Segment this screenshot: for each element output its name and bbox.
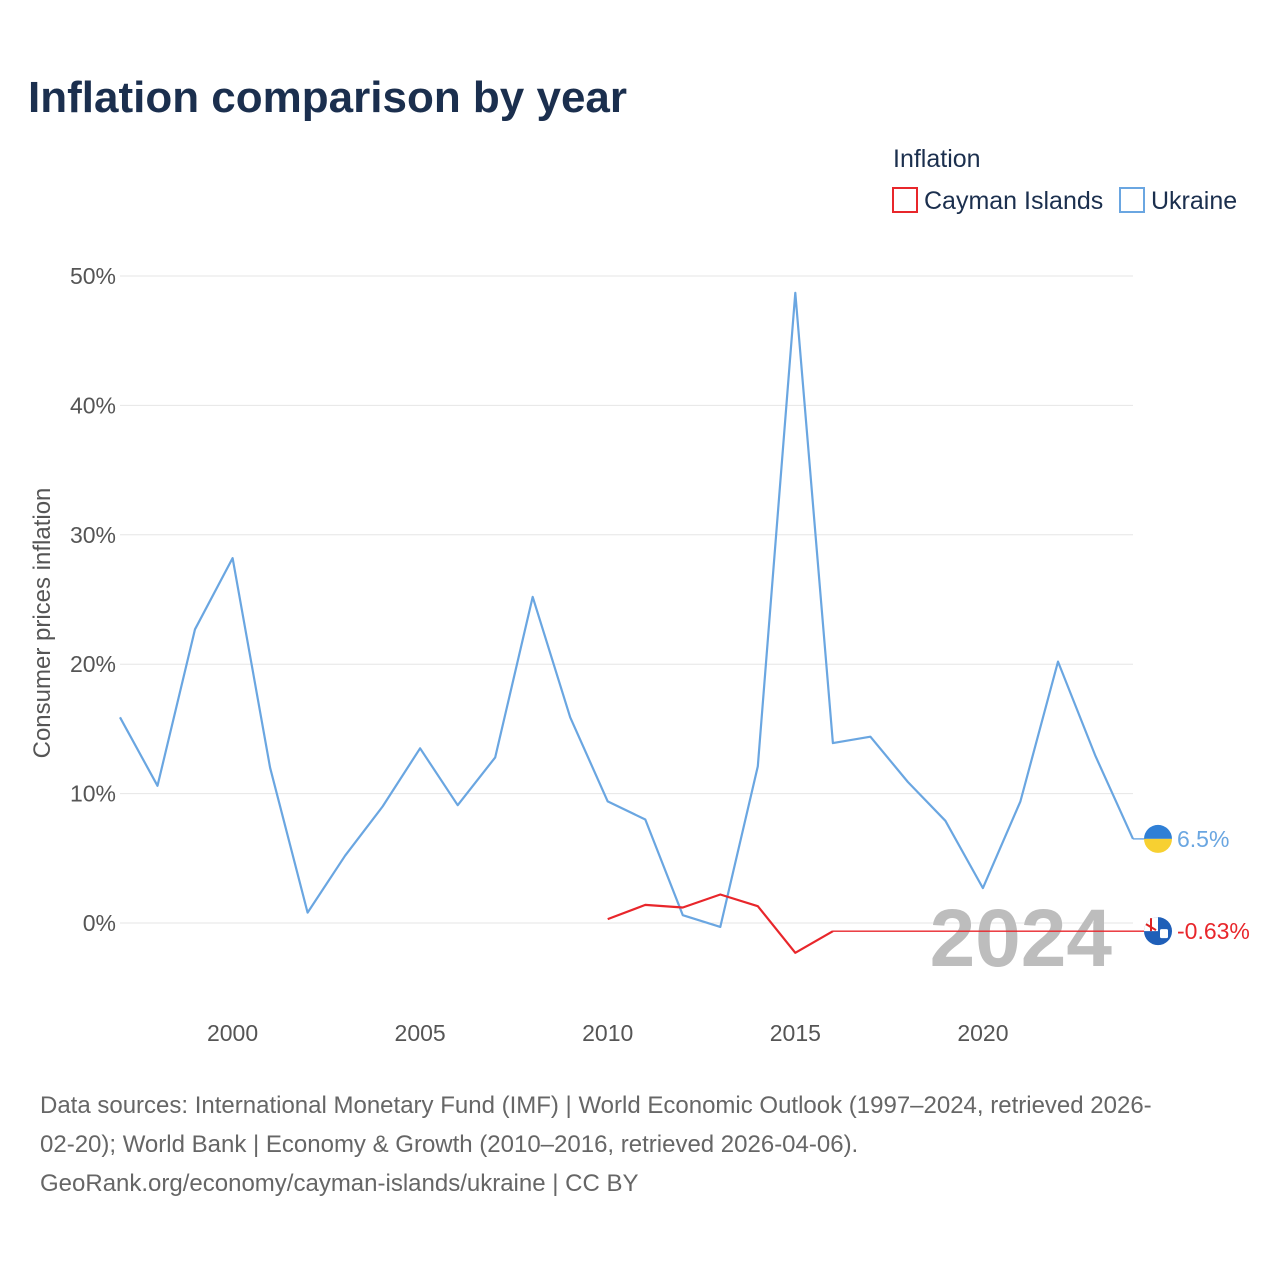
y-tick-label: 50%: [70, 263, 116, 289]
y-tick-label: 0%: [83, 910, 116, 936]
end-label-ukraine: 6.5%: [1177, 826, 1229, 852]
end-label-cayman-islands: -0.63%: [1177, 918, 1250, 944]
legend-swatch-cayman-islands[interactable]: [892, 187, 918, 213]
x-tick-label: 2000: [207, 1020, 258, 1046]
series-line-cayman-islands[interactable]: [607, 893, 834, 954]
source-line-3: GeoRank.org/economy/cayman-islands/ukrai…: [40, 1170, 639, 1197]
x-axis: 2000 2005 2010 2015 2020: [207, 1020, 1009, 1046]
x-tick-label: 2020: [957, 1020, 1008, 1046]
flag-marker-ukraine: [1144, 824, 1172, 853]
series-line-ukraine[interactable]: [119, 291, 1135, 928]
y-axis-label: Consumer prices inflation: [29, 488, 56, 759]
x-tick-label: 2005: [395, 1020, 446, 1046]
legend-label-cayman-islands[interactable]: Cayman Islands: [924, 187, 1103, 215]
x-tick-label: 2010: [582, 1020, 633, 1046]
series-layer: [119, 291, 1146, 954]
x-tick-label: 2015: [770, 1020, 821, 1046]
source-line-1: Data sources: International Monetary Fun…: [40, 1092, 1152, 1119]
source-text: Data sources: International Monetary Fun…: [40, 1092, 1152, 1197]
y-tick-label: 30%: [70, 522, 116, 548]
y-tick-label: 10%: [70, 781, 116, 807]
legend-title: Inflation: [893, 145, 981, 173]
flag-marker-cayman-islands: [1144, 917, 1172, 946]
legend: Inflation Cayman Islands Ukraine: [892, 145, 1237, 215]
legend-label-ukraine[interactable]: Ukraine: [1151, 187, 1237, 215]
end-markers: 6.5% -0.63%: [1144, 824, 1250, 946]
grid-layer: [120, 275, 1133, 924]
source-line-2: 02-20); World Bank | Economy & Growth (2…: [40, 1131, 858, 1158]
legend-swatch-ukraine[interactable]: [1119, 187, 1145, 213]
y-axis: 0% 10% 20% 30% 40% 50%: [70, 263, 116, 936]
year-watermark: 2024: [930, 893, 1113, 984]
chart-title: Inflation comparison by year: [28, 73, 627, 122]
y-tick-label: 20%: [70, 651, 116, 677]
y-tick-label: 40%: [70, 392, 116, 418]
